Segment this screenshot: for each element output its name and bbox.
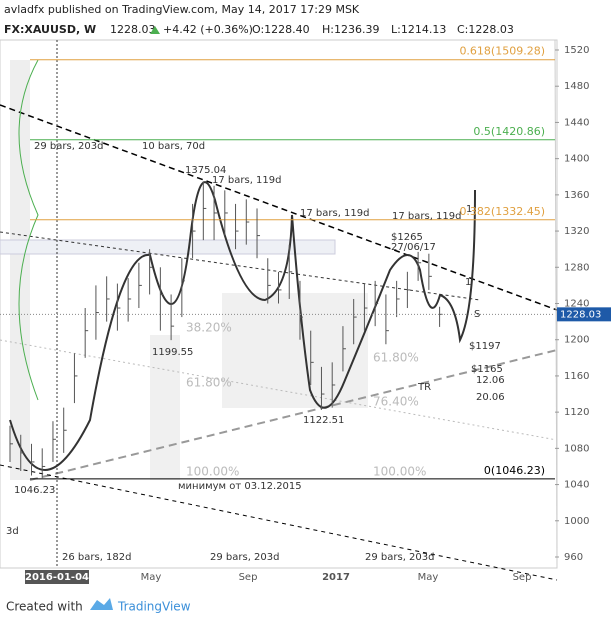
y-tick-label: 1200	[564, 335, 589, 346]
close: C:1228.03	[457, 23, 514, 36]
fib-label: 0(1046.23)	[484, 464, 545, 477]
date-box	[25, 570, 89, 584]
y-tick-label: 960	[564, 552, 583, 563]
trend-line	[0, 339, 558, 441]
logo	[90, 598, 113, 610]
annotation: 61.80%	[373, 351, 419, 365]
shade	[222, 293, 368, 408]
shade	[0, 239, 336, 255]
annotation: 38.20%	[186, 321, 232, 335]
annotation: 12.06	[476, 375, 505, 386]
y-tick-label: 1520	[564, 45, 589, 56]
wave-curve	[9, 181, 476, 471]
fib-label: 0.618(1509.28)	[459, 45, 545, 58]
change: +4.42 (+0.36%)	[163, 23, 253, 36]
low: L:1214.13	[391, 23, 446, 36]
price-box	[557, 307, 611, 322]
price-label: 1228.03	[560, 309, 601, 320]
footer-brand[interactable]: TradingView	[117, 600, 191, 614]
x-tick-label: May	[418, 572, 439, 583]
annotation: 1	[465, 277, 471, 288]
annotation: 29 bars, 203d	[210, 552, 280, 563]
annotation: 100.00%	[373, 465, 426, 479]
y-tick-label: 1040	[564, 480, 589, 491]
annotation: 10 bars, 70d	[142, 141, 205, 152]
annotation: 29 bars, 203d	[365, 552, 435, 563]
y-tick-label: 1240	[564, 299, 589, 310]
up-arrow	[150, 26, 160, 34]
y-tick-label: 1320	[564, 226, 589, 237]
publisher: avladfx published on TradingView.com, Ma…	[4, 3, 360, 16]
fib-label: 0.382(1332.45)	[459, 205, 545, 218]
annotation: 1375.04	[185, 165, 226, 176]
price: 1228.03	[110, 23, 156, 36]
x-tick-label: Sep	[513, 572, 532, 583]
arc	[18, 59, 39, 401]
annotation: 3d	[6, 526, 19, 537]
trend-line	[0, 104, 558, 311]
annotation: TR	[417, 382, 431, 393]
y-tick-label: 1120	[564, 407, 589, 418]
footer-created: Created with	[6, 600, 83, 614]
annotation: 100.00%	[186, 465, 239, 479]
annotation: минимум от 03.12.2015	[178, 481, 302, 492]
annotation: $1265	[391, 232, 423, 243]
annotation: 26 bars, 182d	[62, 552, 132, 563]
symbol: FX:XAUUSD, W	[4, 23, 96, 36]
annotation: 29 bars, 203d	[34, 141, 104, 152]
y-tick-label: 1360	[564, 190, 589, 201]
annotation: 1199.55	[152, 347, 193, 358]
x-tick-label: 2016-01-04	[25, 572, 89, 583]
y-tick-label: 1000	[564, 516, 589, 527]
annotation: 17 bars, 119d	[212, 175, 282, 186]
y-tick-label: 1080	[564, 443, 589, 454]
trend-line	[0, 464, 558, 581]
annotation: $1165	[471, 364, 503, 375]
x-tick-label: Sep	[239, 572, 258, 583]
y-tick-label: 1160	[564, 371, 589, 382]
shade	[10, 60, 30, 480]
annotation: 20.06	[476, 392, 505, 403]
high: H:1236.39	[322, 23, 379, 36]
trend-line	[0, 231, 481, 301]
annotation: 17 bars, 119d	[300, 208, 370, 219]
y-tick-label: 1480	[564, 81, 589, 92]
y-tick-label: 1400	[564, 154, 589, 165]
annotation: 1	[466, 204, 472, 215]
annotation: 27/06/17	[391, 242, 436, 253]
annotation: 17 bars, 119d	[392, 211, 462, 222]
open: O:1228.40	[252, 23, 310, 36]
y-tick-label: 1440	[564, 117, 589, 128]
fib-label: 0.5(1420.86)	[473, 125, 545, 138]
annotation: 1046.23	[14, 485, 55, 496]
shade	[150, 335, 180, 480]
x-tick-label: 2017	[322, 572, 350, 583]
annotation: 61.80%	[186, 376, 232, 390]
annotation: S	[474, 309, 480, 320]
annotation: $1197	[469, 341, 501, 352]
annotation: 76.40%	[373, 395, 419, 409]
x-tick-label: May	[141, 572, 162, 583]
y-tick-label: 1280	[564, 262, 589, 273]
annotation: 1122.51	[303, 415, 344, 426]
